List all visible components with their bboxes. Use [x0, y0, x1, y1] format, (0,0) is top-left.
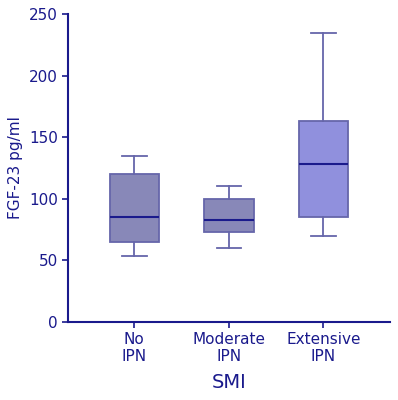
PathPatch shape [110, 174, 159, 242]
Y-axis label: FGF-23 pg/ml: FGF-23 pg/ml [8, 116, 23, 219]
PathPatch shape [204, 199, 254, 232]
PathPatch shape [299, 121, 348, 217]
X-axis label: SMI: SMI [212, 373, 246, 392]
